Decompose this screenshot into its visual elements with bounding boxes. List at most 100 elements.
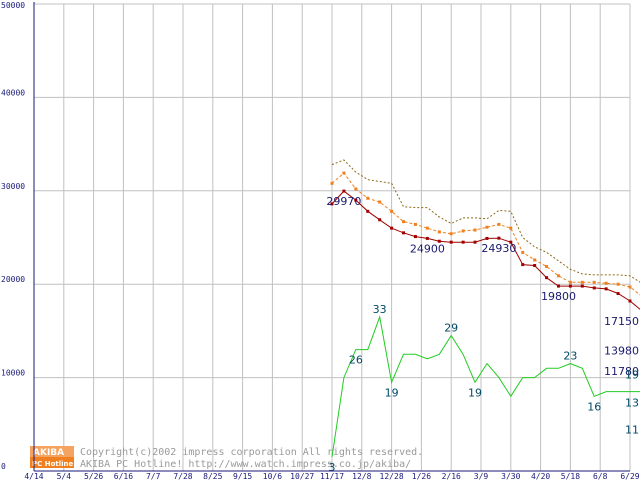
data-point-avg: [592, 280, 596, 284]
data-label-min: 29970: [326, 195, 361, 208]
series-line-min: [331, 190, 640, 310]
x-tick-label: 5/26: [84, 472, 103, 480]
footer-watermark: AKIBA PC Hotline! Copyright(c)2002 impre…: [30, 446, 423, 470]
data-point-avg: [533, 258, 537, 262]
x-tick-label: 5/4: [57, 472, 72, 480]
data-point-avg: [509, 226, 513, 230]
data-point-avg: [580, 280, 584, 284]
data-point-min: [509, 240, 513, 244]
x-tick-label: 8/25: [203, 472, 222, 480]
series-avg: [330, 171, 640, 296]
x-tick-label: 5/18: [561, 472, 580, 480]
data-point-min: [366, 209, 370, 213]
data-point-avg: [568, 280, 572, 284]
data-point-min: [497, 236, 501, 240]
data-point-avg: [378, 200, 382, 204]
data-point-min: [616, 292, 620, 296]
data-label-shops: 19: [468, 386, 482, 399]
x-tick-label: 10/27: [290, 472, 314, 480]
x-tick-label: 4/20: [531, 472, 550, 480]
x-tick-label: 12/8: [352, 472, 371, 480]
data-label-min: 19800: [541, 290, 576, 303]
series-line-shops: [331, 314, 640, 458]
data-point-min: [402, 231, 406, 235]
x-tick-label: 6/8: [593, 472, 608, 480]
data-label-shops: 33: [373, 303, 387, 316]
data-point-min: [390, 226, 394, 230]
data-point-avg: [366, 196, 370, 200]
data-point-avg: [556, 274, 560, 278]
data-point-avg: [449, 232, 453, 236]
data-point-avg: [354, 187, 358, 191]
y-tick-label: 0: [1, 462, 6, 471]
data-point-min: [580, 284, 584, 288]
data-label-min: 13980: [604, 344, 639, 357]
data-point-avg: [473, 228, 477, 232]
data-point-avg: [628, 285, 632, 289]
data-point-avg: [402, 220, 406, 224]
data-labels: 29970 24900 24930 19800 17150 13980 11780 3 26 33…: [326, 195, 639, 474]
data-point-min: [545, 276, 549, 280]
data-point-min: [354, 198, 358, 202]
data-point-min: [568, 284, 572, 288]
copyright-text: Copyright(c)2002 impress corporation All…: [80, 447, 423, 458]
data-label-shops: 19: [625, 368, 639, 381]
data-point-min: [473, 240, 477, 244]
data-point-min: [592, 286, 596, 290]
series-shops: [331, 314, 640, 458]
data-label-shops: 16: [587, 400, 601, 413]
x-tick-label: 6/16: [114, 472, 133, 480]
data-point-min: [437, 239, 441, 243]
series-line-max: [331, 159, 640, 283]
series: [330, 159, 640, 458]
data-point-avg: [413, 222, 417, 226]
x-tick-label: 3/9: [474, 472, 489, 480]
data-point-min: [378, 218, 382, 222]
y-tick-label: 10000: [1, 369, 25, 378]
logo-bottom-text: PC Hotline!: [32, 460, 76, 468]
logo-top-text: AKIBA: [33, 448, 64, 458]
x-tick-label: 4/14: [24, 472, 43, 480]
logo-top-box: [30, 446, 74, 457]
data-label-shops: 26: [349, 354, 363, 367]
data-point-min: [461, 240, 465, 244]
data-label-shops: 23: [563, 350, 577, 363]
data-point-avg: [390, 209, 394, 213]
data-point-min: [628, 299, 632, 303]
x-tick-label: 7/28: [173, 472, 192, 480]
data-label-shops: 29: [444, 322, 458, 335]
data-label-shops: 11: [625, 424, 639, 437]
series-min: [330, 189, 640, 310]
y-tick-label: 40000: [1, 88, 25, 97]
data-label-min: 17150: [604, 315, 639, 328]
data-point-avg: [437, 230, 441, 234]
data-point-avg: [461, 229, 465, 233]
grid: [33, 3, 631, 471]
data-point-min: [521, 263, 525, 267]
y-tick-label: 50000: [1, 1, 25, 10]
data-point-avg: [330, 181, 334, 185]
data-point-min: [556, 284, 560, 288]
x-tick-label: 11/17: [320, 472, 344, 480]
data-point-avg: [604, 281, 608, 285]
x-tick-label: 1/26: [412, 472, 431, 480]
data-point-min: [604, 287, 608, 291]
data-point-avg: [485, 225, 489, 229]
x-tick-label: 6/29: [620, 472, 639, 480]
data-label-min: 24900: [410, 242, 445, 255]
data-point-avg: [342, 171, 346, 175]
y-axis-ticks: 0 10000 20000 30000 40000 50000: [1, 1, 25, 471]
x-tick-label: 2/16: [442, 472, 461, 480]
data-point-avg: [521, 250, 525, 254]
y-tick-label: 30000: [1, 182, 25, 191]
x-tick-label: 3/30: [501, 472, 520, 480]
data-point-avg: [616, 282, 620, 286]
data-point-min: [413, 235, 417, 239]
data-point-min: [449, 240, 453, 244]
x-axis-ticks: 4/14 5/4 5/26 6/16 7/7 7/28 8/25 9/15 10/6 10/27 1…: [24, 472, 639, 480]
data-label-min: 11780: [604, 365, 639, 378]
data-point-avg: [545, 264, 549, 268]
data-point-min: [342, 189, 346, 193]
x-tick-label: 10/6: [263, 472, 282, 480]
